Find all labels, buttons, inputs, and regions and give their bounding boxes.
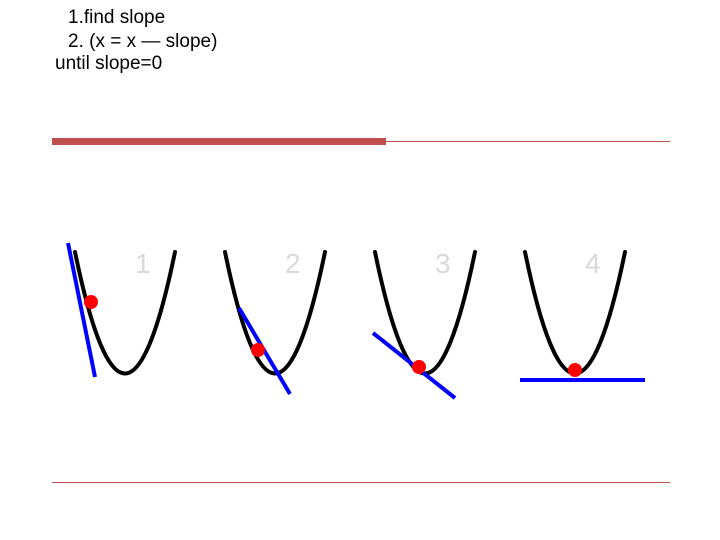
top-rule-bold — [52, 138, 386, 145]
parabola — [525, 252, 625, 374]
algo-line-3: until slope=0 — [55, 52, 162, 77]
algo-line-2: 2. (x = x — slope) — [68, 30, 217, 55]
point-marker — [412, 360, 426, 374]
gd-panel-1 — [55, 240, 195, 410]
point-marker — [251, 343, 265, 357]
tangent-line — [68, 243, 95, 377]
gd-panel-4 — [505, 240, 645, 410]
bottom-rule — [52, 482, 670, 483]
slide: 1.find slope 2. (x = x — slope) until sl… — [0, 0, 720, 540]
point-marker — [84, 295, 98, 309]
algo-line-1: 1.find slope — [68, 6, 165, 31]
gd-panel-3 — [355, 240, 495, 410]
parabola — [375, 252, 475, 374]
point-marker — [568, 363, 582, 377]
gd-panel-2 — [205, 240, 345, 410]
